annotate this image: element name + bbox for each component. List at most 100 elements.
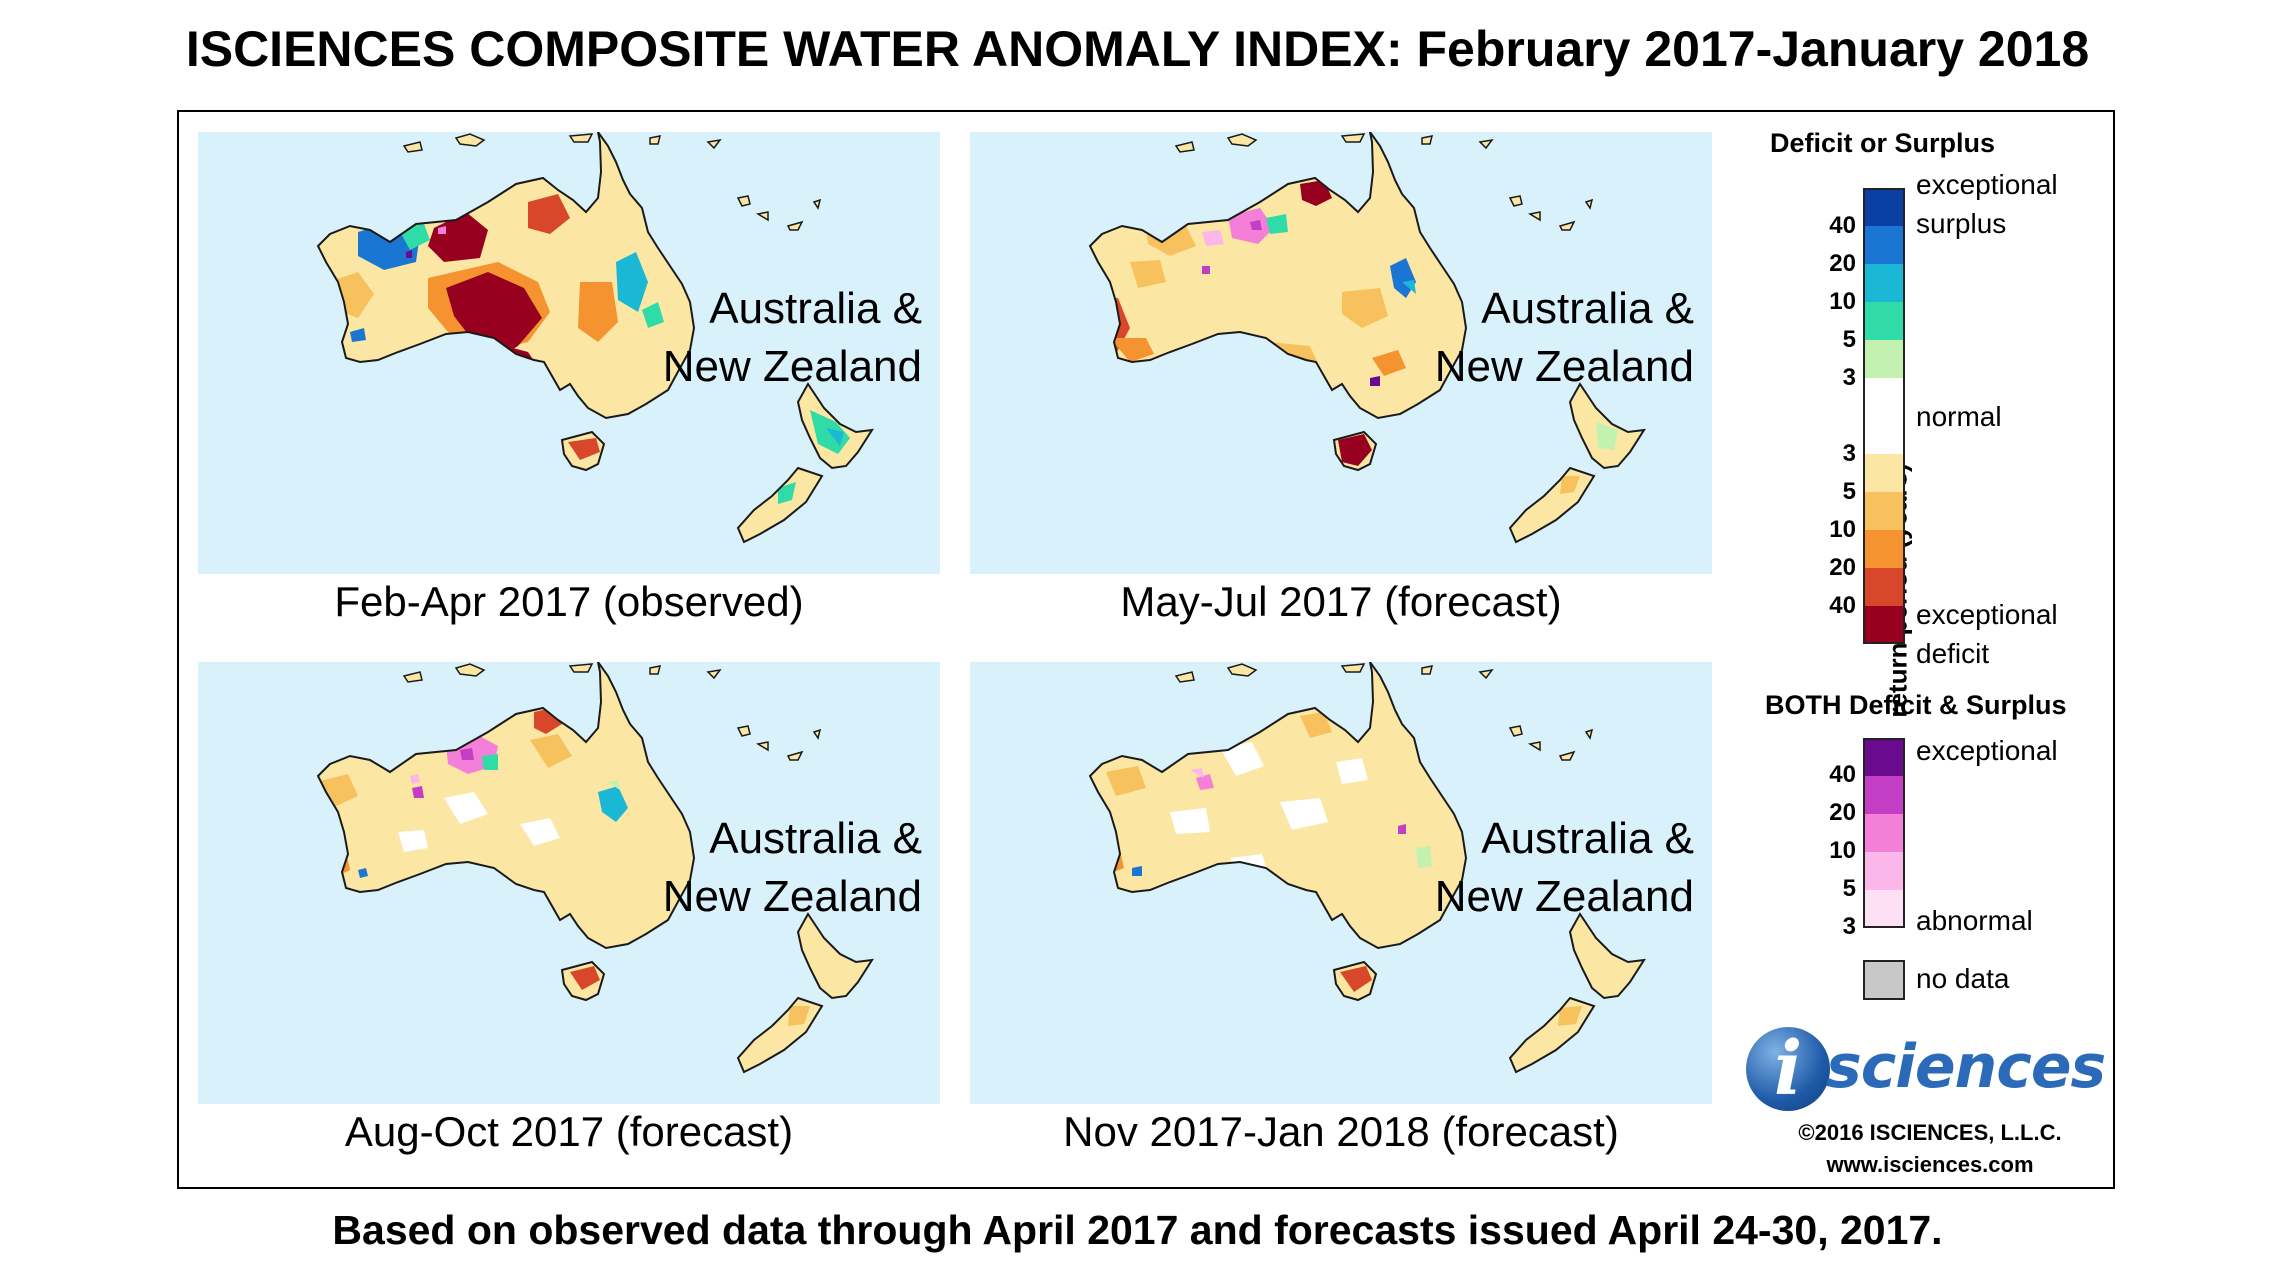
anomaly-patch	[460, 748, 474, 760]
anomaly-patch	[1202, 230, 1224, 246]
anomaly-patch	[530, 734, 572, 768]
anomaly-patch	[1110, 338, 1154, 362]
tasmania-landmass-coastline	[1332, 430, 1378, 472]
nz-south-island	[738, 468, 822, 542]
legend-swatch-surplus-40	[1863, 226, 1905, 264]
legend-swatch-deficit-20	[1863, 568, 1905, 606]
anomaly-patch	[1266, 214, 1288, 234]
island	[1584, 198, 1594, 210]
anomaly-patch	[482, 754, 498, 770]
island	[1558, 220, 1576, 231]
anomaly-patch	[608, 780, 620, 790]
island	[1508, 195, 1523, 207]
anomaly-patch	[1340, 966, 1372, 992]
nz-north-island-coastline	[796, 382, 874, 470]
island	[454, 133, 486, 147]
anomaly-patch	[778, 482, 796, 504]
region-label: Australia & New Zealand	[663, 280, 922, 396]
region-label-line2: New Zealand	[662, 342, 922, 391]
island	[755, 211, 769, 222]
region-label-line1: Australia &	[1481, 284, 1694, 333]
panel-caption-nov-jan: Nov 2017-Jan 2018 (forecast)	[1063, 1108, 1619, 1155]
legend-swatch-no-data	[1863, 960, 1905, 1000]
nz-north-island-coastline	[796, 912, 874, 1000]
anomaly-patch	[1370, 376, 1380, 386]
legend-tick-deficit-3: 3	[1842, 440, 1856, 467]
legend-swatch-normal	[1863, 378, 1905, 454]
legend-tick-surplus-40: 40	[1829, 212, 1856, 239]
anomaly-patch	[1196, 774, 1214, 790]
island	[1340, 663, 1366, 673]
legend-swatch-both-40	[1863, 738, 1905, 776]
legend-normal-label: normal	[1916, 401, 2002, 432]
island	[786, 220, 804, 231]
map-graphic	[970, 132, 1712, 574]
legend-bottom-label-line1: exceptional	[1916, 599, 2058, 630]
anomaly-patch	[520, 818, 560, 846]
panel-caption-may-jul: May-Jul 2017 (forecast)	[1120, 578, 1562, 625]
australia-landmass-coastline	[1088, 132, 1468, 420]
island	[402, 671, 423, 683]
legend-swatch-both-5	[1863, 852, 1905, 890]
anomaly-patch	[410, 774, 420, 784]
anomaly-patch	[642, 302, 664, 328]
anomaly-patch	[1300, 712, 1332, 738]
island	[1226, 133, 1258, 147]
nz-south-island-coastline	[736, 996, 824, 1074]
legend-swatch-deficit-5	[1863, 492, 1905, 530]
anomaly-patch	[616, 252, 648, 312]
legend-tick-surplus-10: 10	[1829, 288, 1856, 315]
anomaly-patch	[1416, 846, 1432, 868]
island	[1340, 133, 1366, 143]
legend-top-label-line2: surplus	[1916, 208, 2007, 239]
nz-north-island	[798, 914, 872, 998]
australia-landmass-coastline	[316, 662, 696, 950]
logo-wordmark: sciences	[1826, 1032, 2106, 1102]
anomaly-patch	[438, 226, 446, 234]
tasmania-landmass-coastline	[560, 960, 606, 1002]
island	[1508, 725, 1523, 737]
legend-tick-both-20: 20	[1829, 799, 1856, 826]
footer-note: Based on observed data through April 201…	[332, 1207, 1943, 1253]
legend-bottom-label: exceptional deficit	[1916, 598, 2058, 671]
map-panel-aug-oct: Australia & New Zealand	[198, 662, 940, 1104]
copyright-text: ©2016 ISCIENCES, L.L.C.	[1798, 1120, 2062, 1145]
anomaly-patch	[398, 830, 428, 852]
region-label-line2: New Zealand	[1434, 872, 1694, 921]
island	[1226, 663, 1258, 677]
anomaly-patch	[358, 868, 368, 878]
small-islands	[402, 663, 822, 761]
island	[812, 198, 822, 210]
island	[1527, 741, 1541, 752]
anomaly-patch	[1398, 824, 1406, 834]
island	[568, 663, 594, 673]
legend-tick-deficit-5: 5	[1842, 478, 1856, 505]
legend-swatch-both-10	[1863, 814, 1905, 852]
legend-tick-surplus-20: 20	[1829, 250, 1856, 277]
legend-swatch-deficit-10	[1863, 530, 1905, 568]
island	[755, 741, 769, 752]
small-islands	[1174, 663, 1594, 761]
legend-both-bottom-label: abnormal	[1916, 905, 2033, 936]
legend-swatch-both-20	[1863, 776, 1905, 814]
nz-north-island	[1570, 914, 1644, 998]
map-panel-feb-apr: Australia & New Zealand	[198, 132, 940, 574]
anomaly-patch	[1132, 866, 1142, 876]
small-islands	[402, 133, 822, 231]
map-graphic	[198, 132, 940, 574]
island	[706, 668, 722, 680]
region-label: Australia & New Zealand	[1435, 810, 1694, 926]
anomaly-patch	[444, 792, 488, 824]
map-panel-may-jul: Australia & New Zealand	[970, 132, 1712, 574]
legend-top-label: exceptional surplus	[1916, 168, 2058, 241]
legend-swatch-deficit-40	[1863, 606, 1905, 644]
website-text: www.isciences.com	[1826, 1152, 2034, 1177]
island	[1421, 665, 1434, 675]
region-label-line1: Australia &	[709, 284, 922, 333]
anomaly-patch	[412, 786, 424, 798]
anomaly-patch	[406, 250, 412, 258]
anomaly-patch	[1170, 808, 1210, 834]
anomaly-patch	[1202, 266, 1210, 274]
legend-swatch-both-3	[1863, 890, 1905, 928]
small-islands	[1174, 133, 1594, 231]
